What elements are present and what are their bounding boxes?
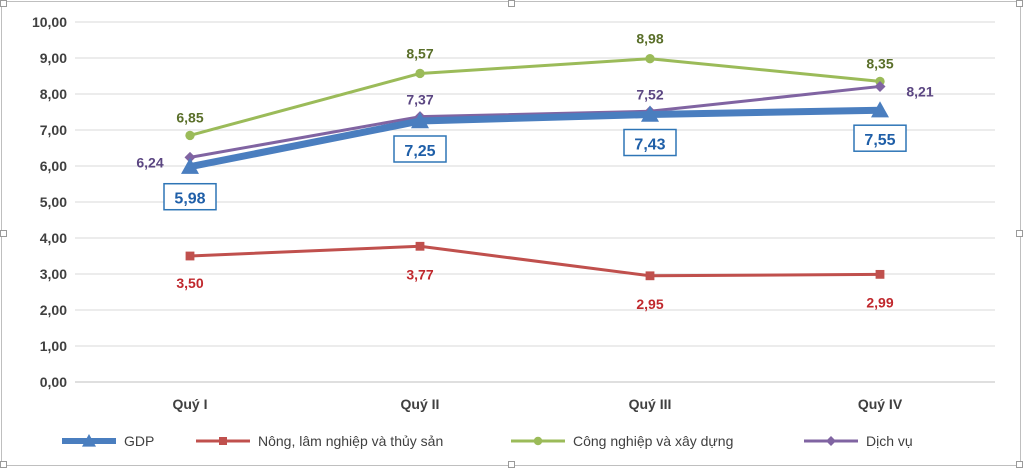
data-label-dich-vu: 7,52 [636,86,663,102]
data-label-cong-nghiep-va-xay-dung: 8,57 [406,45,433,61]
resize-handle-bottom-left[interactable] [0,461,7,468]
y-tick-label: 4,00 [40,230,67,246]
y-tick-label: 3,00 [40,266,67,282]
legend-item-gdp[interactable]: GDP [62,433,154,449]
data-label-gdp: 7,43 [634,137,665,154]
data-point-nong-lam-nghiep-va-thuy-san [185,251,195,261]
y-tick-label: 10,00 [32,14,67,30]
resize-handle-middle-right[interactable] [1016,230,1023,237]
data-label-cong-nghiep-va-xay-dung: 8,35 [866,55,893,71]
series-cong-nghiep-va-xay-dung [185,54,885,141]
series-layer [181,54,889,281]
data-point-cong-nghiep-va-xay-dung [415,68,425,79]
data-point-gdp [871,101,889,118]
y-tick-label: 2,00 [40,302,67,318]
resize-handle-middle-left[interactable] [0,230,7,237]
legend-label: Công nghiệp và xây dựng [573,433,733,449]
series-line-dich-vu [189,84,881,159]
data-label-nong-lam-nghiep-va-thuy-san: 3,50 [176,275,203,291]
resize-handle-top-right[interactable] [1016,0,1023,7]
legend-label: GDP [124,433,154,449]
series-gdp [181,101,889,174]
data-point-gdp [181,157,199,174]
legend-marker [82,434,96,447]
series-dich-vu [184,80,886,163]
y-axis: 0,00 1,00 2,00 3,00 4,00 5,00 6,00 7,00 8,00 9,00… [32,14,67,390]
legend-item-cong-nghiep-va-xay-dung[interactable]: Công nghiệp và xây dựng [511,433,733,449]
x-tick-label: Quý IV [858,396,903,412]
data-label-box [623,128,677,157]
resize-handle-bottom-middle[interactable] [508,461,515,468]
data-label-nong-lam-nghiep-va-thuy-san: 3,77 [406,266,433,282]
series-line-gdp [189,106,881,171]
data-label-box [163,182,217,211]
y-tick-label: 5,00 [40,194,67,210]
y-tick-label: 8,00 [40,86,67,102]
resize-handle-top-left[interactable] [0,0,7,7]
series-line-nong-lam-nghiep-va-thuy-san [189,244,881,278]
data-point-nong-lam-nghiep-va-thuy-san [875,269,885,279]
data-point-gdp [641,105,659,122]
x-tick-label: Quý I [172,396,207,412]
y-tick-label: 1,00 [40,338,67,354]
series-nong-lam-nghiep-va-thuy-san [185,241,885,281]
legend-label: Nông, lâm nghiệp và thủy sản [258,433,443,449]
data-label-gdp: 5,98 [174,191,205,208]
data-labels-layer: 3,50 3,77 2,95 2,99 6,85 8,57 8,98 8,35 6,24 7,37… [136,31,933,312]
x-tick-label: Quý III [629,396,672,412]
legend-marker [826,436,836,446]
data-point-nong-lam-nghiep-va-thuy-san [645,271,655,281]
data-point-cong-nghiep-va-xay-dung [645,54,655,64]
legend-item-dich-vu[interactable]: Dịch vụ [804,433,913,449]
y-tick-label: 0,00 [40,374,67,390]
data-label-box [853,124,907,152]
resize-handle-bottom-right[interactable] [1016,461,1023,468]
legend-item-nong-lam-nghiep-va-thuy-san[interactable]: Nông, lâm nghiệp và thủy sản [196,433,443,449]
y-tick-label: 9,00 [40,50,67,66]
y-tick-label: 7,00 [40,122,67,138]
data-label-nong-lam-nghiep-va-thuy-san: 2,95 [636,296,663,312]
data-point-nong-lam-nghiep-va-thuy-san [415,241,425,251]
legend-marker [533,436,543,446]
data-point-dich-vu [874,80,886,92]
data-point-cong-nghiep-va-xay-dung [185,130,195,141]
resize-handle-top-middle[interactable] [508,0,515,7]
x-tick-label: Quý II [401,396,440,412]
data-label-gdp: 7,25 [404,143,435,160]
data-label-nong-lam-nghiep-va-thuy-san: 2,99 [866,294,893,310]
series-line-cong-nghiep-va-xay-dung [189,57,881,137]
data-label-dich-vu: 6,24 [136,154,163,170]
data-label-dich-vu: 8,21 [906,83,933,99]
data-label-cong-nghiep-va-xay-dung: 6,85 [176,109,203,125]
data-label-gdp: 7,55 [864,132,895,149]
legend-marker [219,437,227,445]
legend[interactable]: GDP Nông, lâm nghiệp và thủy sản Công nghi… [62,433,913,449]
data-label-cong-nghiep-va-xay-dung: 8,98 [636,31,663,47]
x-axis: Quý I Quý II Quý III Quý IV [172,396,902,412]
data-point-gdp [411,112,429,129]
data-label-box [393,135,447,163]
legend-label: Dịch vụ [866,433,913,449]
data-label-dich-vu: 7,37 [406,92,433,108]
data-point-dich-vu [184,151,196,163]
y-tick-label: 6,00 [40,158,67,174]
